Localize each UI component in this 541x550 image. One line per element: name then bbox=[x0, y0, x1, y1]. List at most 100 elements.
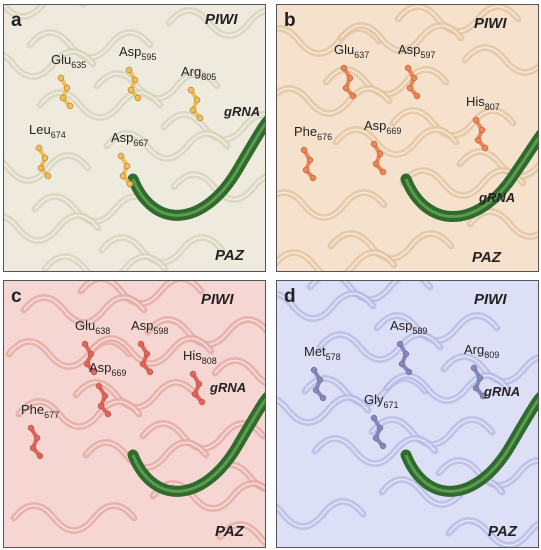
residue-number: 674 bbox=[51, 130, 66, 140]
residue-atom bbox=[319, 394, 327, 402]
residue-atom bbox=[472, 116, 480, 124]
residue-atom bbox=[101, 392, 109, 400]
residue-atom bbox=[126, 180, 134, 188]
piwi-label: PIWI bbox=[201, 291, 234, 308]
residue-name: Asp bbox=[364, 118, 386, 133]
residue-label: Arg805 bbox=[181, 64, 216, 82]
residue-number: 676 bbox=[317, 132, 332, 142]
ribbon-edge bbox=[3, 214, 99, 242]
residue-label: Asp669 bbox=[89, 360, 126, 378]
residue-atom bbox=[37, 164, 45, 172]
residue-atom bbox=[125, 66, 133, 74]
residue-atom bbox=[146, 368, 154, 376]
ribbon-edge bbox=[85, 441, 207, 469]
residue-atom bbox=[123, 162, 131, 170]
residue-label: Asp597 bbox=[398, 42, 435, 60]
residue-stick bbox=[189, 88, 202, 120]
residue-atom bbox=[379, 168, 387, 176]
residue-number: 677 bbox=[44, 410, 59, 420]
residue-name: Asp bbox=[89, 360, 111, 375]
residue-atom bbox=[302, 166, 310, 174]
residue-label: Glu635 bbox=[51, 52, 86, 70]
ribbon-edge bbox=[464, 46, 539, 74]
residue-atom bbox=[340, 64, 348, 72]
residue-atom bbox=[196, 114, 204, 122]
paz-label: PAZ bbox=[215, 523, 245, 540]
ribbon-edge bbox=[340, 24, 462, 52]
residue-atom bbox=[117, 152, 125, 160]
residue-stick bbox=[83, 342, 96, 374]
residue-atom bbox=[342, 84, 350, 92]
piwi-label: PIWI bbox=[474, 291, 507, 308]
residue-number: 589 bbox=[412, 326, 427, 336]
grna-label: gRNA bbox=[209, 380, 246, 395]
residue-atom bbox=[198, 398, 206, 406]
residue-atom bbox=[372, 160, 380, 168]
residue-number: 669 bbox=[111, 368, 126, 378]
ribbon-edge bbox=[168, 9, 266, 37]
residue-atom bbox=[29, 444, 37, 452]
residue-atom bbox=[131, 76, 139, 84]
residue-name: Glu bbox=[334, 42, 354, 57]
residue-label: Asp667 bbox=[111, 130, 148, 148]
residue-atom bbox=[474, 136, 482, 144]
ribbon-edge bbox=[106, 132, 228, 160]
residue-atom bbox=[404, 64, 412, 72]
residue-atom bbox=[36, 452, 44, 460]
ribbon-edge bbox=[469, 210, 539, 238]
residue-name: Asp bbox=[131, 318, 153, 333]
paz-label: PAZ bbox=[488, 523, 518, 540]
rna-highlight bbox=[404, 134, 539, 218]
residue-label: His807 bbox=[466, 94, 500, 112]
residue-stick bbox=[191, 372, 204, 404]
ribbon-edge bbox=[276, 396, 369, 424]
ribbon-edge bbox=[276, 500, 364, 528]
residue-atom bbox=[134, 94, 142, 102]
residue-atom bbox=[312, 386, 320, 394]
residue-atom bbox=[379, 442, 387, 450]
residue-atom bbox=[481, 144, 489, 152]
rna-highlight bbox=[131, 120, 266, 217]
residue-atom bbox=[376, 424, 384, 432]
ribbon-edge bbox=[276, 191, 385, 219]
residue-label: Phe676 bbox=[294, 124, 332, 142]
residue-stick bbox=[406, 66, 419, 98]
residue-atom bbox=[410, 74, 418, 82]
residue-atom bbox=[191, 390, 199, 398]
residue-name: Gly bbox=[364, 392, 384, 407]
residue-atom bbox=[370, 414, 378, 422]
residue-stick bbox=[37, 146, 50, 178]
residue-name: Leu bbox=[29, 122, 51, 137]
residue-label: Gly671 bbox=[364, 392, 399, 410]
residue-atom bbox=[81, 340, 89, 348]
ribbon-edge bbox=[214, 359, 266, 384]
residue-atom bbox=[127, 86, 135, 94]
residue-stick bbox=[302, 148, 315, 180]
residue-label: Asp595 bbox=[119, 44, 156, 62]
residue-atom bbox=[35, 144, 43, 152]
residue-number: 809 bbox=[484, 350, 499, 360]
ribbon-edge bbox=[386, 374, 508, 402]
residue-stick bbox=[127, 68, 140, 100]
ribbon-edge bbox=[335, 128, 457, 156]
panel-letter: d bbox=[284, 286, 296, 307]
ribbon-edge bbox=[18, 400, 140, 428]
residue-atom bbox=[372, 434, 380, 442]
residue-atom bbox=[189, 106, 197, 114]
residue-atom bbox=[187, 86, 195, 94]
residue-atom bbox=[59, 94, 67, 102]
residue-number: 669 bbox=[386, 126, 401, 136]
paz-label: PAZ bbox=[472, 249, 502, 266]
residue-atom bbox=[41, 154, 49, 162]
panel: d PIWI gRNA PAZ Met578 Asp589 Arg809 Gly671 bbox=[276, 280, 539, 548]
ribbon-edge bbox=[39, 91, 161, 119]
ribbon-edge bbox=[90, 337, 212, 365]
residue-atom bbox=[95, 382, 103, 390]
residue-atom bbox=[349, 92, 357, 100]
residue-atom bbox=[398, 360, 406, 368]
piwi-label: PIWI bbox=[474, 15, 507, 32]
residue-atom bbox=[476, 374, 484, 382]
